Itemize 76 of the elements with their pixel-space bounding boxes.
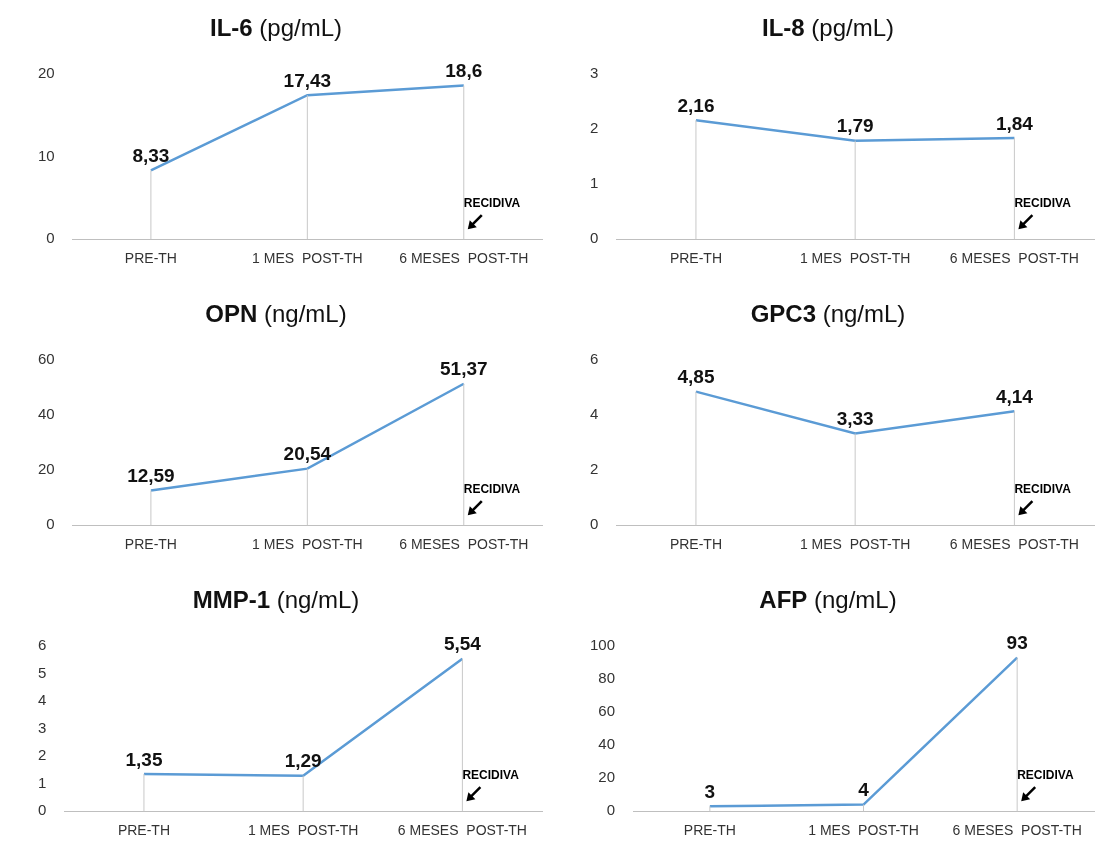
y-tick-label: 100 (590, 636, 616, 654)
y-tick-label: 0 (38, 801, 47, 819)
x-tick-label: PRE-TH (669, 536, 723, 553)
chart-title: AFP (ng/mL) (758, 585, 898, 615)
annotation: RECIDIVA (462, 767, 520, 782)
y-tick-label: 20 (598, 768, 616, 786)
y-tick-label: 2 (38, 746, 47, 764)
y-tick-label: 0 (590, 229, 599, 247)
chart-title: OPN (ng/mL) (204, 299, 348, 329)
x-tick-label: PRE-TH (683, 822, 736, 839)
annotation: RECIDIVA (1014, 481, 1072, 496)
chart-title: GPC3 (ng/mL) (749, 299, 907, 329)
data-label: 8,33 (132, 145, 170, 167)
y-tick-label: 60 (598, 702, 616, 720)
x-tick-label: 6 MESES POST-TH (399, 250, 529, 267)
x-tick-label: PRE-TH (124, 536, 177, 553)
x-tick-label: PRE-TH (124, 250, 177, 267)
annotation: RECIDIVA (463, 481, 521, 496)
data-label: 4,14 (995, 385, 1034, 407)
data-label: 17,43 (283, 69, 332, 91)
annotation: RECIDIVA (1014, 195, 1072, 210)
y-tick-label: 3 (590, 64, 599, 82)
data-label: 1,29 (284, 750, 322, 772)
annotation: RECIDIVA (1017, 767, 1074, 782)
y-tick-label: 1 (590, 174, 599, 192)
x-tick-label: 1 MES POST-TH (808, 822, 919, 839)
data-label: 51,37 (440, 358, 488, 380)
y-tick-label: 20 (38, 460, 55, 478)
x-tick-label: 1 MES POST-TH (252, 250, 363, 267)
x-tick-label: 1 MES POST-TH (247, 822, 359, 839)
data-label: 20,54 (283, 443, 332, 465)
y-tick-label: 6 (590, 350, 599, 368)
y-tick-label: 2 (590, 460, 599, 478)
data-label: 3,33 (836, 408, 874, 430)
data-label: 1,35 (125, 748, 163, 770)
y-tick-label: 40 (598, 735, 616, 753)
x-tick-label: 6 MESES POST-TH (949, 536, 1079, 553)
x-tick-label: 6 MESES POST-TH (399, 536, 529, 553)
data-label: 18,6 (445, 60, 483, 82)
data-label: 3 (704, 780, 716, 802)
data-label: 93 (1006, 632, 1028, 654)
y-tick-label: 80 (598, 669, 616, 687)
chart-title: IL-6 (pg/mL) (209, 13, 343, 43)
data-label: 2,16 (677, 94, 715, 116)
y-tick-label: 3 (38, 718, 47, 736)
data-label: 4 (858, 779, 870, 801)
y-tick-label: 0 (46, 229, 55, 247)
data-label: 4,85 (677, 366, 715, 388)
data-label: 1,84 (995, 112, 1034, 134)
x-tick-label: 6 MESES POST-TH (397, 822, 527, 839)
data-label: 5,54 (443, 633, 482, 655)
chart-title: IL-8 (pg/mL) (761, 13, 895, 43)
data-label: 1,79 (836, 115, 874, 137)
y-tick-label: 0 (606, 801, 616, 819)
y-tick-label: 4 (38, 691, 47, 709)
y-tick-label: 20 (38, 64, 55, 82)
x-tick-label: PRE-TH (117, 822, 171, 839)
y-tick-label: 2 (590, 119, 599, 137)
y-tick-label: 40 (38, 405, 55, 423)
x-tick-label: 6 MESES POST-TH (952, 822, 1082, 839)
y-tick-label: 4 (590, 405, 599, 423)
x-tick-label: 6 MESES POST-TH (949, 250, 1079, 267)
y-tick-label: 5 (38, 663, 47, 681)
y-tick-label: 6 (38, 636, 47, 654)
y-tick-label: 0 (46, 515, 55, 533)
x-tick-label: 1 MES POST-TH (799, 536, 911, 553)
x-tick-label: 1 MES POST-TH (252, 536, 363, 553)
chart-title: MMP-1 (ng/mL) (191, 585, 361, 615)
y-tick-label: 1 (38, 773, 47, 791)
x-tick-label: PRE-TH (669, 250, 723, 267)
data-label: 12,59 (127, 465, 175, 487)
x-tick-label: 1 MES POST-TH (799, 250, 911, 267)
y-tick-label: 60 (38, 350, 55, 368)
y-tick-label: 10 (38, 146, 55, 164)
y-tick-label: 0 (590, 515, 599, 533)
annotation: RECIDIVA (463, 195, 521, 210)
